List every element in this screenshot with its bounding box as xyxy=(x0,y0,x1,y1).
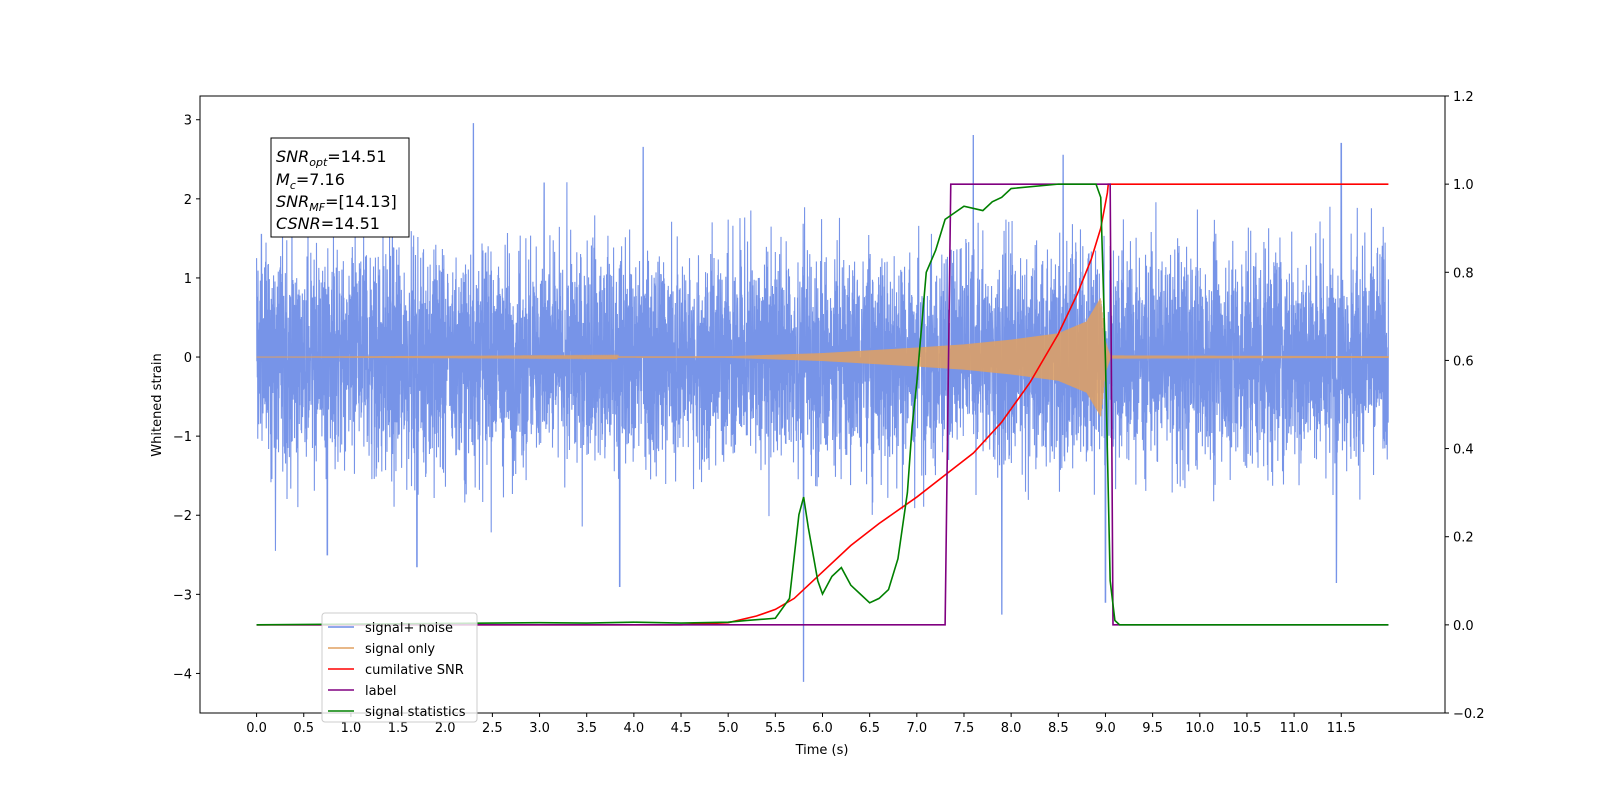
x-axis-title: Time (s) xyxy=(795,743,849,758)
stat-snr-opt: SNRopt=14.51 xyxy=(276,147,387,169)
x-tick-label: 8.0 xyxy=(1001,721,1022,736)
x-tick-label: 0.0 xyxy=(246,721,267,736)
x-tick-label: 5.5 xyxy=(765,721,786,736)
stat-snr-mf: SNRMF=[14.13] xyxy=(276,192,397,214)
x-tick-label: 7.5 xyxy=(954,721,975,736)
y-tick-label: 2 xyxy=(184,193,192,208)
legend: signal+ noise signal only cumilative SNR la… xyxy=(321,612,478,723)
y2-tick-label: 0.0 xyxy=(1453,619,1474,634)
x-tick-label: 1.0 xyxy=(341,721,362,736)
series-cumilative-snr xyxy=(256,183,1389,626)
stat-csnr: CSNR=14.51 xyxy=(276,214,380,233)
x-tick-label: 11.5 xyxy=(1327,721,1356,736)
y2-tick-label: 0.2 xyxy=(1453,531,1474,546)
x-tick-label: 11.0 xyxy=(1280,721,1309,736)
y2-tick-label: 0.6 xyxy=(1453,354,1474,369)
y-tick-label: −3 xyxy=(173,588,192,603)
x-tick-label: 5.0 xyxy=(718,721,739,736)
x-tick-label: 9.5 xyxy=(1142,721,1163,736)
x-tick-label: 6.0 xyxy=(812,721,833,736)
x-tick-label: 10.5 xyxy=(1232,721,1261,736)
legend-label: label xyxy=(365,684,396,699)
y2-tick-label: 1.2 xyxy=(1453,90,1474,105)
y2-tick-label: −0.2 xyxy=(1453,707,1485,722)
legend-frame xyxy=(321,612,478,723)
y-tick-label: −2 xyxy=(173,509,192,524)
legend-label: signal statistics xyxy=(365,705,466,720)
series-signal-only xyxy=(256,298,1389,417)
legend-label: signal only xyxy=(365,642,435,657)
series-layer xyxy=(256,123,1389,682)
x-tick-label: 1.5 xyxy=(388,721,409,736)
x-tick-label: 10.0 xyxy=(1185,721,1214,736)
stats-box: SNRopt=14.51 Mc=7.16 SNRMF=[14.13] CSNR=… xyxy=(270,137,410,238)
x-tick-label: 2.0 xyxy=(435,721,456,736)
x-tick-label: 9.0 xyxy=(1095,721,1116,736)
x-tick-label: 6.5 xyxy=(859,721,880,736)
x-tick-label: 8.5 xyxy=(1048,721,1069,736)
x-tick-label: 7.0 xyxy=(906,721,927,736)
x-tick-label: 0.5 xyxy=(293,721,314,736)
stats-box-frame xyxy=(270,137,410,238)
y2-tick-label: 0.4 xyxy=(1453,443,1474,458)
y-tick-label: 0 xyxy=(184,351,192,366)
x-tick-label: 4.5 xyxy=(671,721,692,736)
axes-layer: 0.0 0.5 1.0 1.5 2.0 2.5 3.0 3.5 4.0 4.5 5.0 5.5 6.0 6… xyxy=(173,90,1485,736)
y-tick-label: 1 xyxy=(184,272,192,287)
x-tick-label: 2.5 xyxy=(482,721,503,736)
legend-label: signal+ noise xyxy=(365,621,453,636)
x-tick-label: 3.0 xyxy=(529,721,550,736)
y-tick-label: −1 xyxy=(173,430,192,445)
y-axis-title: Whitened strain xyxy=(150,353,165,456)
series-signal-noise xyxy=(256,123,1389,682)
x-tick-label: 4.0 xyxy=(624,721,645,736)
y2-tick-label: 1.0 xyxy=(1453,178,1474,193)
legend-label: cumilative SNR xyxy=(365,663,464,678)
x-tick-label: 3.5 xyxy=(576,721,597,736)
y2-tick-label: 0.8 xyxy=(1453,266,1474,281)
y-tick-label: −4 xyxy=(173,667,192,682)
stat-chirp-mass: Mc=7.16 xyxy=(276,170,345,192)
y-tick-label: 3 xyxy=(184,114,192,129)
series-signal-statistics xyxy=(256,183,1389,626)
